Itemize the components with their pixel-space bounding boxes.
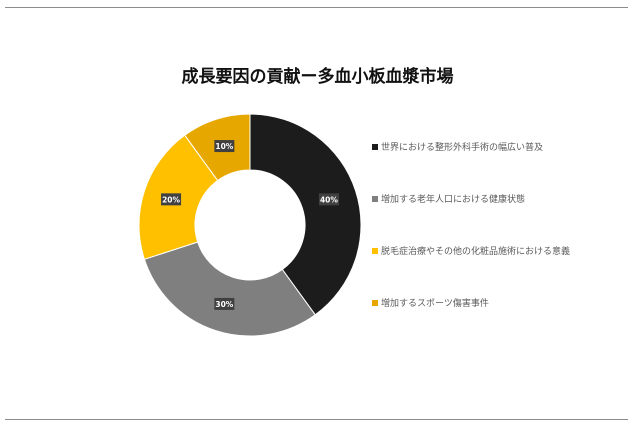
data-label-box (161, 193, 182, 206)
data-label-box (214, 140, 235, 153)
donut-slice (143, 241, 316, 337)
legend-label: 増加する老年人口における健康状態 (381, 195, 526, 205)
donut-slice (249, 113, 362, 316)
top-rule (5, 7, 628, 8)
data-label: 30% (214, 297, 235, 310)
legend-item: 増加するスポーツ傷害事件 (372, 296, 489, 309)
legend-item: 脱毛症治療やその他の化粧品施術における意義 (372, 244, 570, 257)
data-label-text: 20% (162, 195, 180, 204)
legend-swatch (372, 247, 378, 254)
chart-title: 成長要因の貢献ー多血小板血漿市場 (181, 67, 454, 87)
data-label-text: 40% (320, 195, 338, 204)
bottom-rule (5, 419, 628, 420)
legend-swatch (372, 143, 378, 150)
data-label-box (318, 193, 339, 206)
legend-swatch (372, 195, 378, 202)
legend-label: 脱毛症治療やその他の化粧品施術における意義 (381, 247, 571, 257)
data-label-box (214, 297, 235, 310)
data-label: 10% (214, 140, 235, 153)
data-label: 20% (161, 193, 182, 206)
legend-label: 世界における整形外科手術の幅広い普及 (381, 143, 544, 153)
data-label-text: 30% (215, 300, 233, 309)
legend-item: 世界における整形外科手術の幅広い普及 (372, 140, 543, 153)
data-label-text: 10% (215, 142, 233, 151)
legend-label: 増加するスポーツ傷害事件 (381, 299, 489, 309)
legend-item: 増加する老年人口における健康状態 (372, 192, 525, 205)
data-label: 40% (318, 193, 339, 206)
legend-swatch (372, 299, 378, 306)
